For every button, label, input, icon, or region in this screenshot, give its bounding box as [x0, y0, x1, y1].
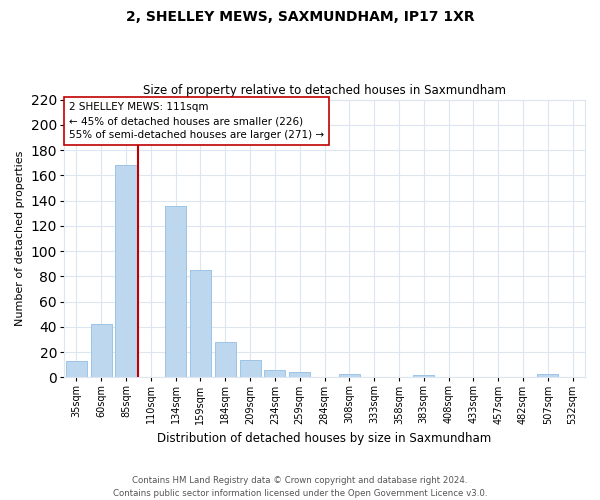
Bar	[537, 374, 559, 378]
Title: Size of property relative to detached houses in Saxmundham: Size of property relative to detached ho…	[143, 84, 506, 97]
Bar	[190, 270, 211, 378]
Text: 2, SHELLEY MEWS, SAXMUNDHAM, IP17 1XR: 2, SHELLEY MEWS, SAXMUNDHAM, IP17 1XR	[125, 10, 475, 24]
Bar	[413, 375, 434, 378]
Text: 2 SHELLEY MEWS: 111sqm
← 45% of detached houses are smaller (226)
55% of semi-de: 2 SHELLEY MEWS: 111sqm ← 45% of detached…	[69, 102, 324, 140]
Bar	[289, 372, 310, 378]
Bar	[215, 342, 236, 378]
X-axis label: Distribution of detached houses by size in Saxmundham: Distribution of detached houses by size …	[157, 432, 491, 445]
Bar	[165, 206, 186, 378]
Y-axis label: Number of detached properties: Number of detached properties	[15, 151, 25, 326]
Bar	[115, 165, 137, 378]
Bar	[239, 360, 260, 378]
Text: Contains HM Land Registry data © Crown copyright and database right 2024.
Contai: Contains HM Land Registry data © Crown c…	[113, 476, 487, 498]
Bar	[339, 374, 360, 378]
Bar	[66, 361, 87, 378]
Bar	[91, 324, 112, 378]
Bar	[265, 370, 286, 378]
